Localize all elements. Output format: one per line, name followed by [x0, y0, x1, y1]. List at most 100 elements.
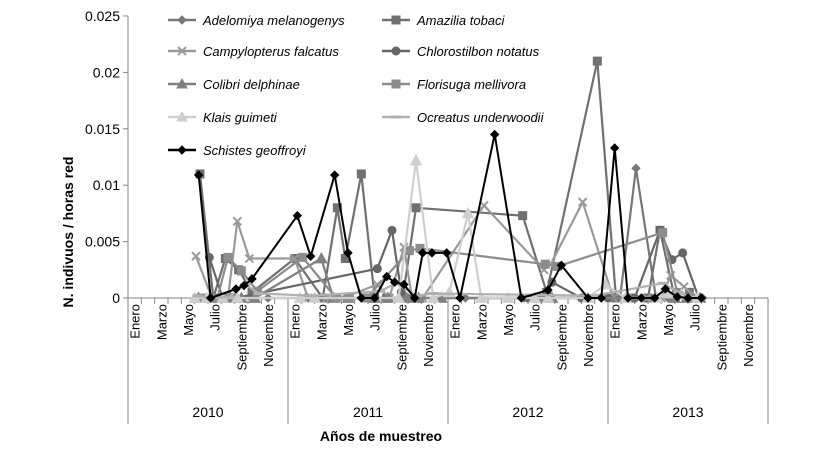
data-point: [252, 286, 262, 296]
legend-swatch-marker: [176, 110, 188, 122]
data-point: [399, 279, 409, 290]
data-point: [427, 248, 437, 258]
data-point: [442, 285, 456, 298]
year-label: 2011: [353, 404, 383, 420]
month-label: Mayo: [181, 304, 196, 336]
legend-item: Ocreatus underwoodii: [382, 110, 545, 125]
data-point: [649, 293, 660, 303]
y-tick-label: 0: [112, 290, 120, 306]
data-point: [596, 293, 607, 303]
data-point: [231, 284, 241, 294]
legend-item: Chlorostilbon notatus: [382, 44, 540, 59]
data-point: [541, 291, 555, 303]
series-8: [193, 129, 707, 303]
data-point: [631, 163, 641, 173]
legend-swatch-marker: [177, 46, 187, 56]
series-layer: [188, 56, 708, 303]
legend-swatch-marker: [176, 77, 188, 89]
year-label: 2013: [672, 404, 703, 420]
legend-label: Adelomiya melanogenys: [202, 13, 345, 28]
legend-label: Chlorostilbon notatus: [417, 44, 540, 59]
legend-item: Schistes geoffroyi: [168, 143, 307, 158]
y-tick-label: 0.015: [85, 121, 120, 137]
x-axis-title: Años de muestreo: [320, 428, 442, 444]
legend-label: Colibri delphinae: [203, 77, 300, 92]
data-point: [441, 248, 452, 258]
year-label: 2012: [512, 404, 543, 420]
data-point: [387, 225, 397, 235]
legend-swatch-marker: [391, 15, 401, 25]
data-point: [223, 252, 233, 262]
data-point: [461, 206, 475, 219]
month-label: Julio: [208, 304, 223, 331]
data-point: [489, 129, 500, 140]
data-point: [389, 277, 400, 287]
legend-label: Florisuga mellivora: [417, 77, 526, 92]
data-point: [556, 260, 567, 270]
data-point: [636, 293, 647, 303]
data-point: [404, 246, 414, 256]
data-point: [205, 293, 216, 303]
data-point: [543, 285, 553, 295]
legend-item: Campylopterus falcatus: [168, 44, 339, 59]
data-point: [474, 291, 488, 303]
data-point: [369, 293, 380, 303]
data-point: [678, 248, 688, 258]
legend-label: Amazilia tobaci: [416, 13, 506, 28]
month-label: Marzo: [154, 304, 169, 340]
legend: Adelomiya melanogenys Amazilia tobaci Camp…: [168, 13, 545, 158]
month-label: Marzo: [314, 304, 329, 340]
data-point: [583, 293, 593, 303]
month-label: Mayo: [501, 304, 516, 336]
data-point: [292, 210, 303, 221]
year-label: 2010: [192, 404, 223, 420]
data-point: [609, 143, 620, 153]
data-point: [314, 251, 328, 264]
month-label: Mayo: [341, 304, 356, 336]
data-point: [409, 293, 420, 303]
data-point: [672, 292, 683, 302]
data-point: [434, 291, 448, 303]
axes: 0 0.005 0.01 0.015 0.02 0.025 Enero Marzo Mayo Ju…: [85, 8, 769, 424]
data-point: [658, 228, 668, 238]
series-line: [197, 282, 693, 300]
data-point: [696, 293, 707, 303]
legend-item: Adelomiya melanogenys: [168, 13, 345, 28]
data-point: [329, 170, 340, 180]
data-point: [660, 284, 671, 294]
month-label: Enero: [448, 304, 463, 339]
legend-swatch-marker: [391, 46, 401, 56]
legend-label: Campylopterus falcatus: [203, 44, 339, 59]
month-label: Noviembre: [261, 304, 276, 367]
data-point: [232, 216, 243, 227]
month-label: Septiembre: [714, 304, 729, 370]
legend-swatch-marker: [177, 15, 187, 25]
month-label: Marzo: [474, 304, 489, 340]
data-point: [308, 291, 322, 303]
data-point: [411, 203, 421, 213]
data-point: [298, 252, 308, 262]
data-point: [293, 291, 307, 303]
data-point: [528, 291, 542, 303]
month-label: Enero: [288, 304, 303, 339]
legend-swatch-marker: [177, 145, 187, 155]
month-label: Noviembre: [581, 304, 596, 367]
data-point: [409, 153, 423, 166]
data-point: [230, 291, 244, 303]
legend-item: Florisuga mellivora: [382, 77, 526, 92]
data-point: [236, 266, 246, 276]
data-point: [592, 56, 602, 66]
legend-swatch-marker: [391, 79, 401, 89]
data-point: [540, 259, 550, 269]
data-point: [392, 291, 406, 303]
data-point: [501, 291, 515, 303]
series-line: [201, 231, 692, 300]
data-point: [426, 291, 440, 303]
month-label: Septiembre: [554, 304, 569, 370]
data-point: [356, 293, 367, 303]
data-point: [332, 203, 342, 213]
y-tick-label: 0.01: [93, 177, 120, 193]
y-tick-label: 0.02: [93, 64, 120, 80]
data-point: [305, 251, 316, 261]
